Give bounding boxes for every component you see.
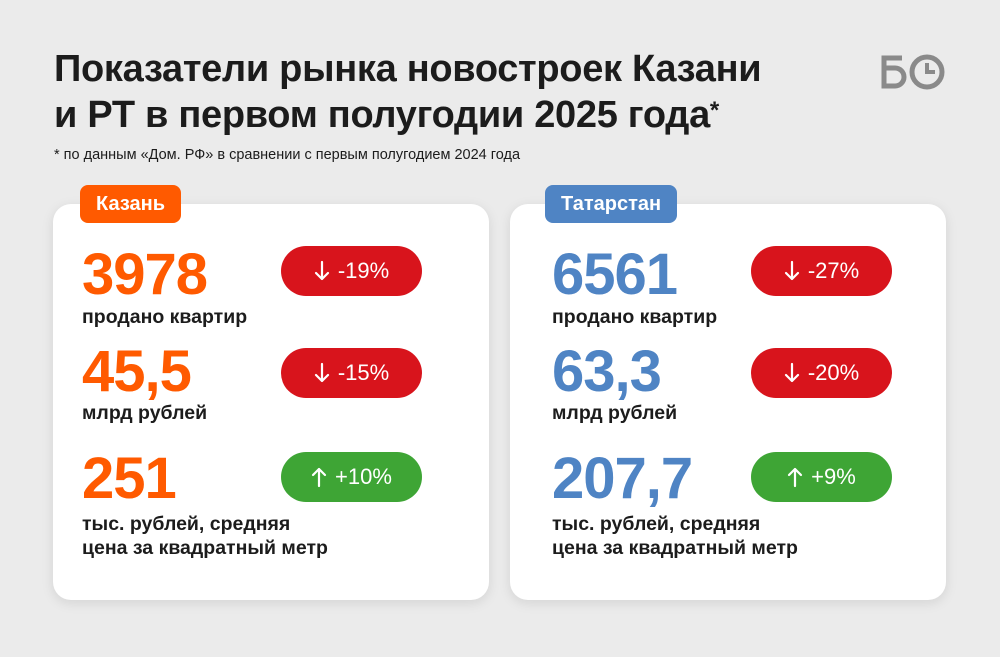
kazan-sold-apartments-label: продано квартир bbox=[82, 306, 248, 328]
kazan-tag: Казань bbox=[80, 185, 181, 223]
kazan-sold-apartments-value: 3978 bbox=[82, 242, 208, 307]
tatarstan-sold-apartments-label: продано квартир bbox=[552, 306, 718, 328]
title-line-2: и РТ в первом полугодии 2025 года* bbox=[54, 92, 761, 138]
title-line-2-text: и РТ в первом полугодии 2025 года bbox=[54, 94, 710, 136]
arrow-down-icon bbox=[314, 362, 329, 383]
arrow-down-icon bbox=[314, 260, 329, 281]
arrow-up-icon bbox=[311, 467, 327, 488]
kazan-sold-change-badge: -19% bbox=[281, 246, 422, 296]
tatarstan-price-label-line1: тыс. рублей, средняя bbox=[552, 513, 761, 535]
bo-logo-icon bbox=[881, 54, 945, 90]
tatarstan-sold-change-value: -27% bbox=[807, 258, 860, 283]
tatarstan-revenue-change-value: -20% bbox=[807, 360, 860, 385]
arrow-down-icon bbox=[784, 362, 799, 383]
tatarstan-price-change-value: +9% bbox=[811, 464, 856, 489]
tatarstan-tag: Татарстан bbox=[545, 185, 678, 223]
kazan-price-change-value: +10% bbox=[335, 464, 392, 489]
tatarstan-sold-change-badge: -27% bbox=[751, 246, 892, 296]
tatarstan-price-value: 207,7 bbox=[552, 446, 693, 511]
kazan-revenue-change-value: -15% bbox=[337, 360, 390, 385]
tatarstan-sold-apartments-value: 6561 bbox=[552, 242, 678, 307]
kazan-revenue-value: 45,5 bbox=[82, 339, 192, 404]
tatarstan-price-label-line2: цена за квадратный метр bbox=[552, 537, 798, 559]
title-footnote-mark: * bbox=[709, 97, 719, 124]
tatarstan-revenue-label: млрд рублей bbox=[552, 402, 678, 424]
kazan-price-label-line1: тыс. рублей, средняя bbox=[82, 513, 291, 535]
kazan-price-change-badge: +10% bbox=[281, 452, 422, 502]
tatarstan-revenue-change-badge: -20% bbox=[751, 348, 892, 398]
title-line-1: Показатели рынка новостроек Казани bbox=[54, 48, 762, 90]
arrow-down-icon bbox=[784, 260, 799, 281]
kazan-sold-change-value: -19% bbox=[337, 258, 390, 283]
kazan-price-label-line2: цена за квадратный метр bbox=[82, 537, 328, 559]
source-note: * по данным «Дом. РФ» в сравнении с перв… bbox=[54, 147, 521, 163]
arrow-up-icon bbox=[788, 467, 803, 488]
page-title: Показатели рынка новостроек Казани и РТ … bbox=[54, 46, 762, 138]
kazan-revenue-label: млрд рублей bbox=[82, 402, 208, 424]
tatarstan-revenue-value: 63,3 bbox=[552, 339, 662, 404]
kazan-price-value: 251 bbox=[82, 446, 177, 511]
tatarstan-price-change-badge: +9% bbox=[751, 452, 892, 502]
kazan-revenue-change-badge: -15% bbox=[281, 348, 422, 398]
